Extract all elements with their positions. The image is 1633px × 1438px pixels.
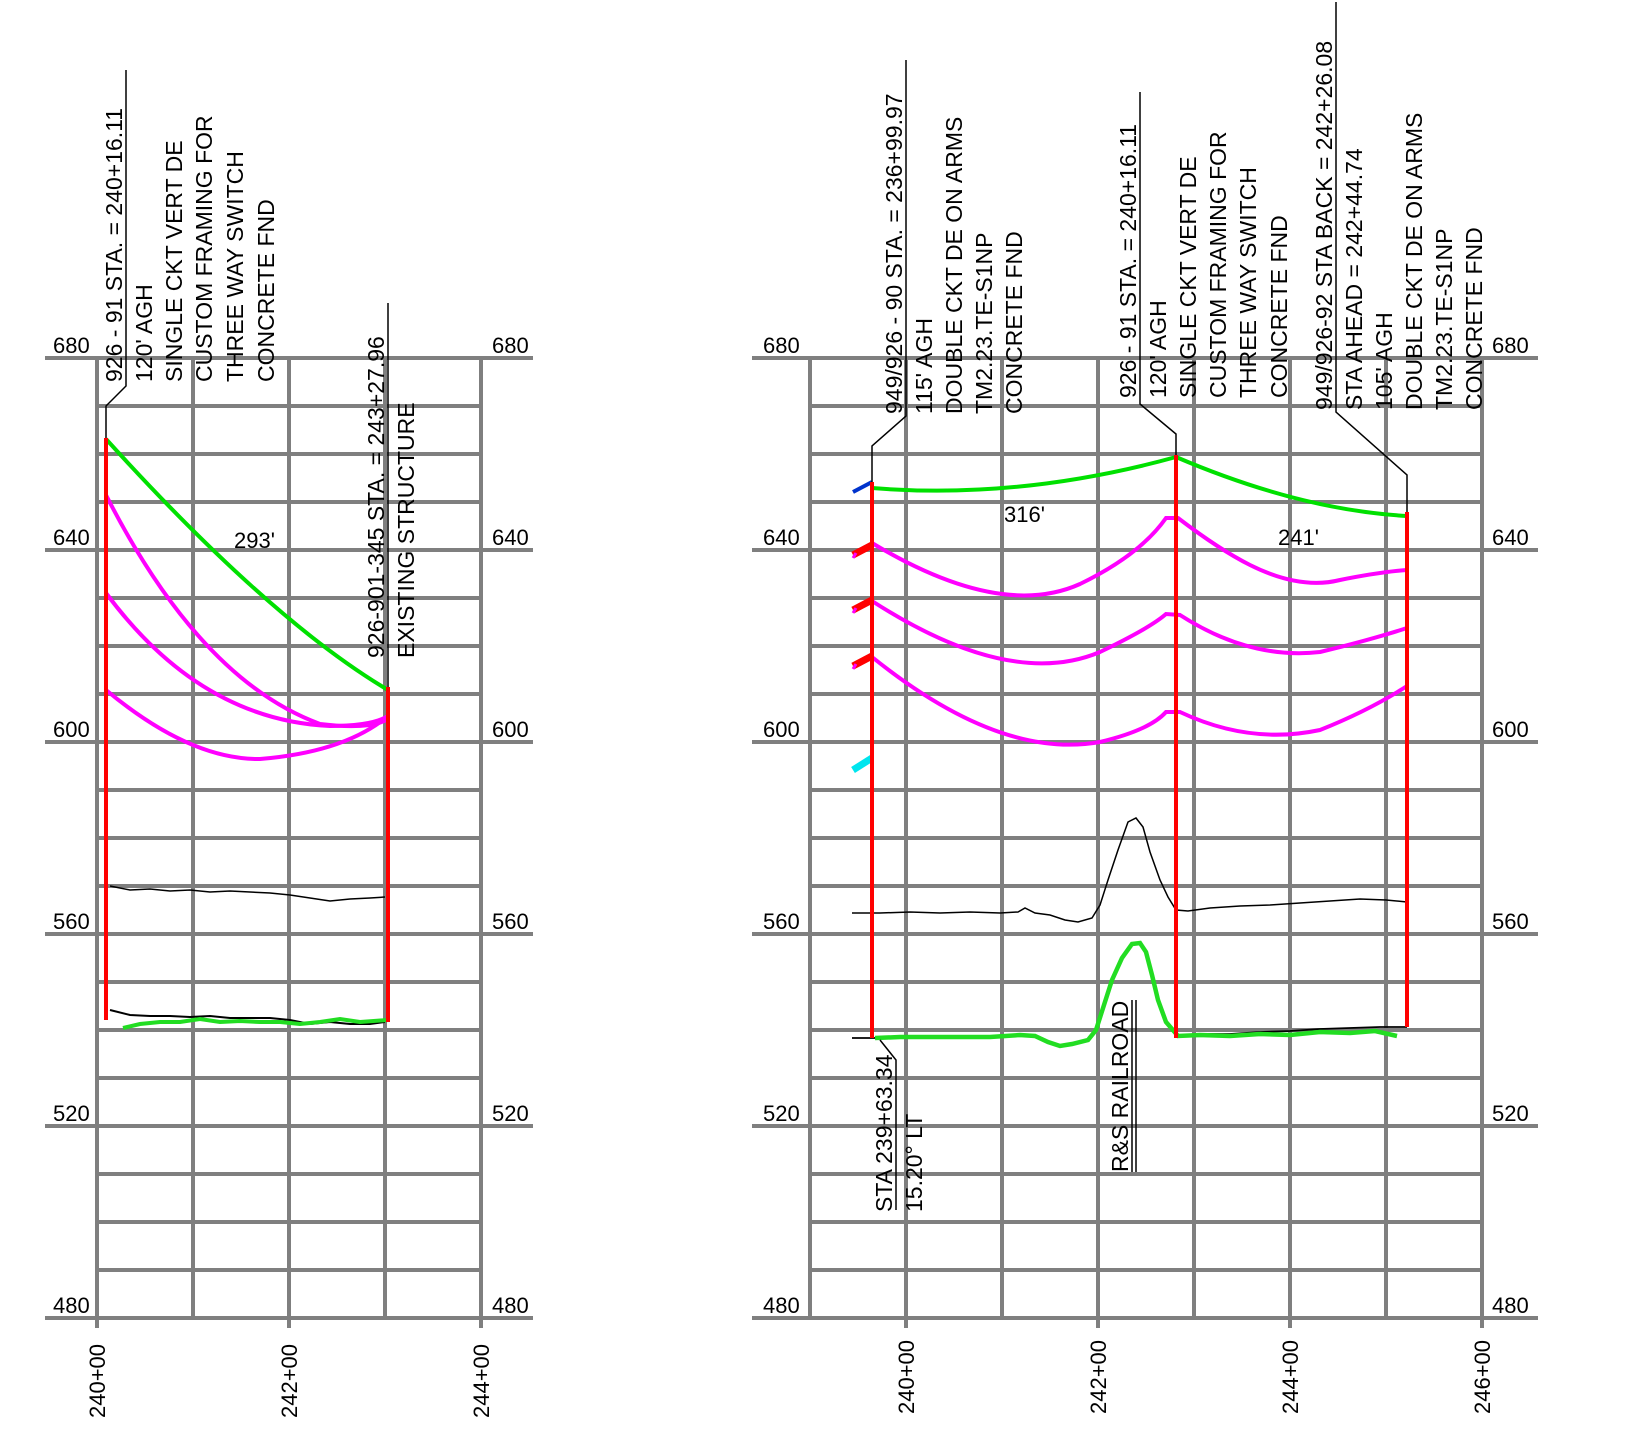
right-structure-annotation-949-926-90: 949/926 - 90 STA. = 236+99.97 115' AGH D… <box>881 93 1027 414</box>
crossing-angle-label: 15.20° LT <box>901 1114 927 1212</box>
right-conductor-2 <box>870 599 1408 666</box>
left-x-tick-label: 242+00 <box>277 1344 302 1418</box>
left-structure-annotation-926-91: 926 - 91 STA. = 240+16.11 120' AGH SINGL… <box>101 108 279 382</box>
left-y-tick-label-right: 640 <box>492 525 529 550</box>
right-ground-profile <box>852 817 1408 923</box>
structure-label-line: CONCRETE FND <box>1461 227 1487 410</box>
railroad-label: R&S RAILROAD <box>1107 1001 1133 1172</box>
structure-label-line: DOUBLE CKT DE ON ARMS <box>941 117 967 414</box>
structure-label-line: 926 - 91 STA. = 240+16.11 <box>101 108 127 382</box>
crossing-station-leader <box>879 1039 897 1210</box>
left-conductor-2 <box>104 591 390 729</box>
right-conductor-3 <box>870 655 1409 747</box>
left-x-axis-labels: 240+00 242+00 244+00 <box>85 1344 494 1418</box>
right-span-length-label: 316' <box>1004 502 1045 527</box>
right-x-tick-label: 244+00 <box>1278 1340 1303 1414</box>
right-structure-annotation-949-926-92: 949/926-92 STA BACK = 242+26.08 STA AHEA… <box>1311 41 1487 410</box>
left-y-tick-label-right: 520 <box>492 1101 529 1126</box>
left-y-tick-label: 520 <box>53 1101 90 1126</box>
left-y-tick-label: 640 <box>53 525 90 550</box>
structure-label-line: EXISTING STRUCTURE <box>393 402 419 658</box>
right-y-tick-label: 680 <box>763 333 800 358</box>
structure-label-line: 120' AGH <box>1145 300 1171 398</box>
left-y-tick-label: 480 <box>53 1293 90 1318</box>
structure-label-line: 949/926-92 STA BACK = 242+26.08 <box>1311 41 1337 410</box>
right-y-tick-label-right: 560 <box>1492 909 1529 934</box>
right-y-tick-label: 600 <box>763 717 800 742</box>
structure-label-line: CUSTOM FRAMING FOR <box>1205 131 1231 398</box>
right-x-tick-label: 242+00 <box>1086 1340 1111 1414</box>
structure-label-line: 926 - 91 STA. = 240+16.11 <box>1115 124 1141 398</box>
left-y-tick-label: 560 <box>53 909 90 934</box>
left-shield-wire <box>104 437 390 692</box>
structure-label-line: 120' AGH <box>131 284 157 382</box>
structure-label-line: CONCRETE FND <box>1266 215 1292 398</box>
left-y-tick-label-right: 600 <box>492 717 529 742</box>
right-y-tick-label-right: 480 <box>1492 1293 1529 1318</box>
structure-label-line: 115' AGH <box>911 318 937 414</box>
left-ground-profile <box>109 885 386 902</box>
left-y-axis-labels: 680 640 600 560 520 480 680 640 600 560 … <box>53 333 529 1318</box>
structure-label-line: CONCRETE FND <box>253 199 279 382</box>
right-structure-annotation-926-91: 926 - 91 STA. = 240+16.11 120' AGH SINGL… <box>1115 124 1292 398</box>
structure-label-line: 949/926 - 90 STA. = 236+99.97 <box>881 93 907 414</box>
structure-label-line: 926-901-345 STA. = 243+27.96 <box>363 336 389 658</box>
left-y-tick-label: 600 <box>53 717 90 742</box>
left-structure-leader <box>105 70 127 438</box>
left-ground-profile-lower <box>109 1009 386 1026</box>
left-y-tick-label-right: 680 <box>492 333 529 358</box>
structure-label-line: 105' AGH <box>1371 312 1397 410</box>
right-structure-leader <box>871 60 907 482</box>
structure-label-line: SINGLE CKT VERT DE <box>161 140 187 382</box>
structure-label-line: THREE WAY SWITCH <box>1235 167 1261 398</box>
right-x-axis-labels: 240+00 242+00 244+00 246+00 <box>894 1340 1495 1414</box>
left-x-tick-label: 244+00 <box>469 1344 494 1418</box>
right-y-axis-labels: 680 640 600 560 520 480 680 640 600 560 … <box>763 333 1529 1318</box>
right-profile-panel: 680 640 600 560 520 480 680 640 600 560 … <box>752 2 1538 1414</box>
right-ground-profile-green <box>874 940 1398 1049</box>
left-x-tick-label: 240+00 <box>85 1344 110 1418</box>
right-lower-arm <box>851 755 874 773</box>
left-structure-annotation-926-901-345: 926-901-345 STA. = 243+27.96 EXISTING ST… <box>363 336 419 658</box>
right-y-tick-label: 520 <box>763 1101 800 1126</box>
left-span-length-label: 293' <box>234 528 275 553</box>
structure-label-line: TM2.23.TE-S1NP <box>1431 229 1457 411</box>
structure-label-line: CONCRETE FND <box>1001 231 1027 414</box>
right-shield-wire <box>871 455 1408 518</box>
structure-label-line: SINGLE CKT VERT DE <box>1175 156 1201 398</box>
right-span-length-label: 241' <box>1278 525 1319 550</box>
structure-label-line: STA AHEAD = 242+44.74 <box>1341 148 1367 410</box>
structure-label-line: DOUBLE CKT DE ON ARMS <box>1401 113 1427 410</box>
left-y-tick-label-right: 560 <box>492 909 529 934</box>
right-structure-leader <box>1335 2 1408 512</box>
left-profile-panel: 680 640 600 560 520 480 680 640 600 560 … <box>45 70 533 1418</box>
left-ground-profile-green <box>122 1016 389 1030</box>
right-y-tick-label-right: 680 <box>1492 333 1529 358</box>
right-grid <box>752 356 1538 1328</box>
right-y-tick-label-right: 640 <box>1492 525 1529 550</box>
left-y-tick-label: 680 <box>53 333 90 358</box>
left-conductor-3 <box>104 688 390 762</box>
right-shield-arm <box>852 480 873 494</box>
right-x-tick-label: 240+00 <box>894 1340 919 1414</box>
right-y-tick-label: 640 <box>763 525 800 550</box>
right-y-tick-label: 560 <box>763 909 800 934</box>
structure-label-line: TM2.23.TE-S1NP <box>971 233 997 415</box>
right-structure-leader <box>1139 92 1177 455</box>
right-x-tick-label: 246+00 <box>1470 1340 1495 1414</box>
left-grid <box>45 356 533 1328</box>
right-y-tick-label-right: 600 <box>1492 717 1529 742</box>
right-y-tick-label: 480 <box>763 1293 800 1318</box>
right-conductor-arm-tip <box>851 552 858 670</box>
left-y-tick-label-right: 480 <box>492 1293 529 1318</box>
right-conductor-1 <box>870 516 1408 598</box>
right-y-tick-label-right: 520 <box>1492 1101 1529 1126</box>
structure-label-line: CUSTOM FRAMING FOR <box>191 115 217 382</box>
structure-label-line: THREE WAY SWITCH <box>222 151 248 382</box>
crossing-station-label: STA 239+63.34 <box>871 1054 897 1212</box>
